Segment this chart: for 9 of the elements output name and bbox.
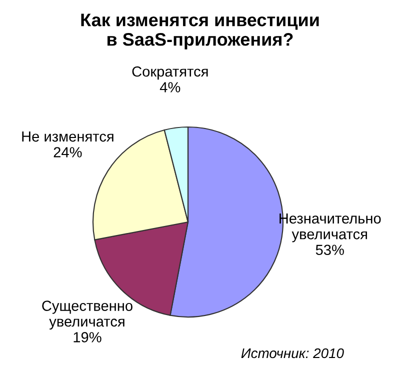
slice-label: Существенно увеличатся: [42, 300, 132, 330]
data-label: 19%: [74, 332, 102, 342]
data-label: 53%: [316, 244, 344, 256]
text: Источник: 2010: [241, 348, 344, 358]
data-label: 4%: [160, 82, 180, 92]
slice-label: Сократятся: [132, 66, 208, 80]
slice-label: Не изменятся: [22, 132, 114, 142]
chart-title: Как изменятся инвестиции в SaaS-приложения?: [81, 14, 319, 50]
data-label: 24%: [54, 147, 82, 158]
